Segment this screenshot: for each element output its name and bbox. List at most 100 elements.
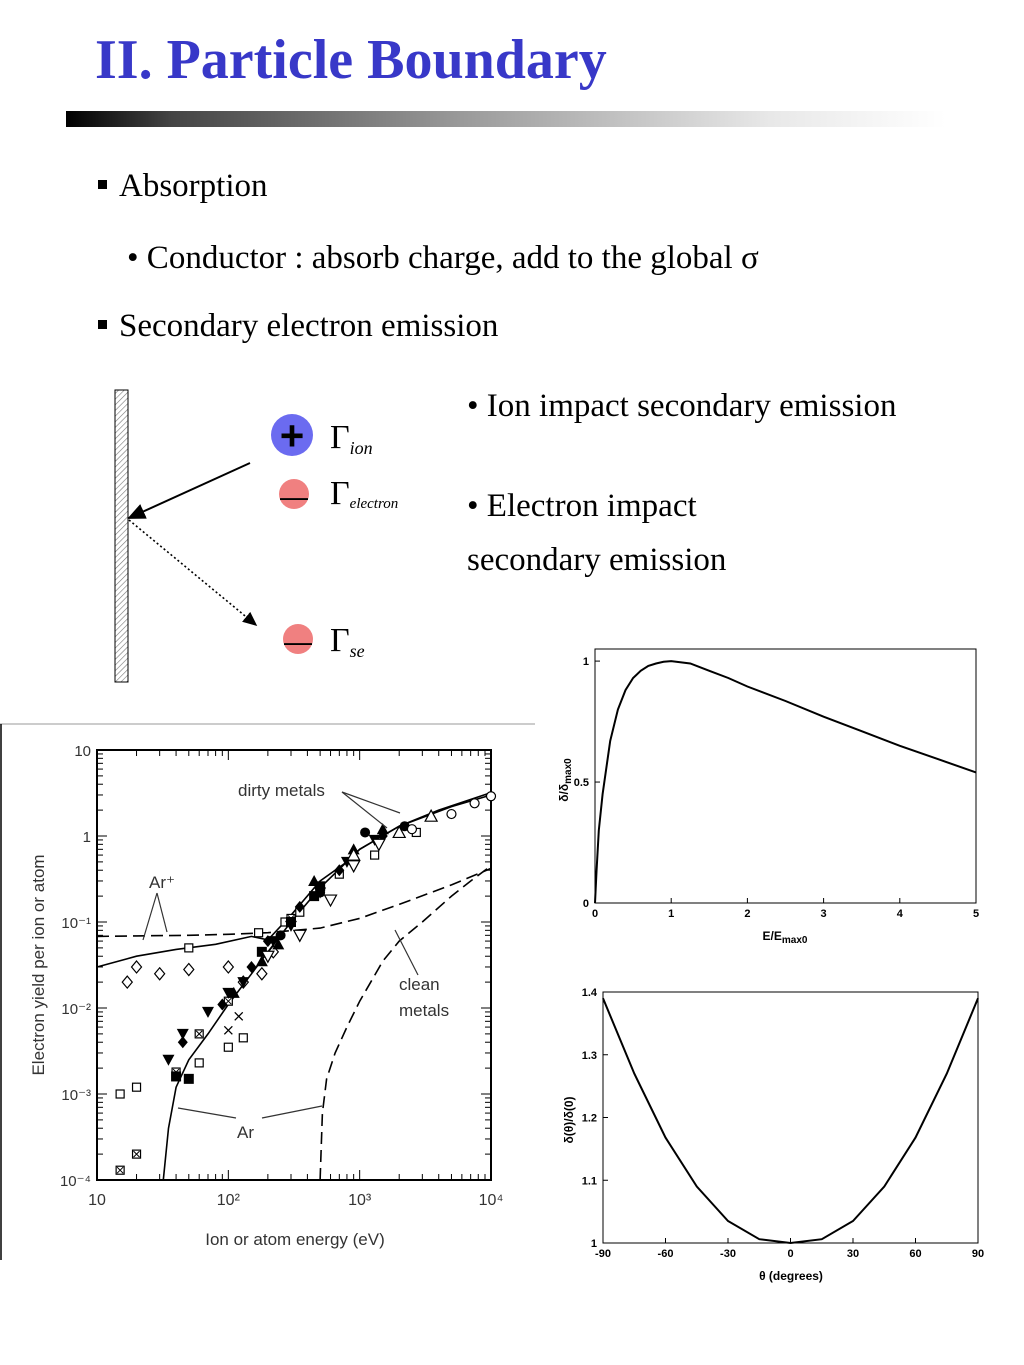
incident-arrow bbox=[127, 462, 251, 519]
data-point bbox=[256, 966, 268, 981]
data-point bbox=[275, 930, 286, 941]
y-tick-label: 10⁻² bbox=[61, 1001, 91, 1018]
emission-diagram: + — — Γion Γelectron Γse bbox=[114, 389, 398, 683]
y-tick-label: 1 bbox=[583, 656, 589, 668]
plot-frame bbox=[96, 749, 492, 1181]
y-tick-label: 1 bbox=[83, 829, 91, 846]
data-point bbox=[315, 887, 326, 898]
plot-frame bbox=[602, 991, 979, 1244]
data-point bbox=[194, 1058, 204, 1068]
data-point bbox=[223, 1042, 233, 1052]
bullet-absorption: Absorption bbox=[98, 168, 268, 205]
electron-impact-line2: secondary emission bbox=[467, 542, 727, 578]
x-tick-label: 10² bbox=[217, 1192, 241, 1209]
data-point bbox=[222, 960, 235, 974]
wall-boundary bbox=[114, 389, 129, 683]
x-tick-label: 10⁴ bbox=[479, 1192, 504, 1209]
data-point bbox=[115, 1089, 125, 1099]
data-point bbox=[406, 824, 418, 835]
data-point bbox=[260, 950, 275, 964]
x-tick-label: 4 bbox=[897, 908, 904, 920]
data-point bbox=[346, 847, 361, 861]
x-tick-label: 3 bbox=[821, 908, 827, 920]
x-tick-label: 30 bbox=[847, 1248, 859, 1260]
ion-impact-text: • Ion impact secondary emission bbox=[467, 388, 897, 424]
y-tick-label: 1.4 bbox=[582, 987, 598, 999]
x-tick-label: 10 bbox=[88, 1192, 106, 1209]
y-tick-label: 0.5 bbox=[574, 777, 589, 789]
x-tick-label: -30 bbox=[720, 1248, 736, 1260]
data-point bbox=[121, 975, 134, 990]
secondary-electron-icon bbox=[283, 624, 313, 654]
marker-cross bbox=[133, 1150, 140, 1158]
annotation-metals: metals bbox=[399, 1001, 449, 1020]
data-point bbox=[308, 874, 321, 886]
electron-particle-icon bbox=[279, 479, 309, 509]
data-point bbox=[485, 791, 497, 802]
annotation-arrows bbox=[142, 791, 419, 1119]
data-point bbox=[292, 929, 307, 943]
data-point bbox=[222, 987, 235, 999]
y-tick-label: 1.3 bbox=[582, 1050, 597, 1062]
y-axis-label: δ/δmax0 bbox=[557, 758, 574, 802]
data-point bbox=[115, 1165, 125, 1175]
emitted-arrow bbox=[128, 519, 258, 627]
data-point bbox=[346, 860, 361, 874]
sub-bullet-conductor: • Conductor : absorb charge, add to the … bbox=[127, 240, 759, 276]
x-tick-label: 0 bbox=[787, 1248, 793, 1260]
data-point bbox=[171, 1071, 182, 1082]
angular-figure: -90 -60 -30 0 30 60 90 1 1.1 1.2 1.3 1.4 θ (degrees… bbox=[562, 987, 984, 1283]
data-point bbox=[201, 1006, 214, 1018]
data-point bbox=[227, 986, 240, 998]
data-point bbox=[176, 1028, 189, 1040]
data-point bbox=[153, 966, 166, 981]
x-tick-label: -60 bbox=[658, 1248, 674, 1260]
data-point bbox=[183, 962, 195, 977]
y-tick-label: 10 bbox=[74, 743, 91, 760]
annotation-dirty-metals: dirty metals bbox=[238, 781, 325, 800]
plus-sign: + bbox=[280, 412, 305, 459]
y-tick-label: 10⁻³ bbox=[61, 1087, 91, 1104]
square-bullet-icon bbox=[98, 319, 107, 329]
data-point bbox=[371, 838, 386, 852]
data-point bbox=[376, 823, 389, 835]
dashed-curve bbox=[96, 867, 492, 938]
data-point bbox=[262, 935, 273, 948]
gamma-ion-label: Γion bbox=[330, 419, 373, 458]
electron-yield-figure: 10 10² 10³ 10⁴ 10⁻⁴ 10⁻³ 10⁻² 10⁻¹ 1 10 Ion or at… bbox=[0, 723, 535, 1260]
data-point bbox=[223, 1025, 233, 1035]
marker-cross bbox=[116, 1166, 124, 1174]
y-tick-label: 0 bbox=[583, 898, 589, 910]
data-point bbox=[309, 891, 320, 902]
yield-plot-area: 10 10² 10³ 10⁴ 10⁻⁴ 10⁻³ 10⁻² 10⁻¹ 1 10 bbox=[60, 743, 504, 1209]
data-point bbox=[370, 850, 380, 860]
series-line bbox=[602, 997, 979, 1245]
angle-plot-area: -90 -60 -30 0 30 60 90 1 1.1 1.2 1.3 1.4 bbox=[582, 987, 984, 1260]
data-point bbox=[253, 928, 264, 938]
data-point bbox=[315, 881, 326, 892]
ion-particle-icon bbox=[271, 414, 313, 456]
annotation-ar-plus: Ar⁺ bbox=[149, 873, 175, 892]
title-divider bbox=[66, 111, 946, 127]
data-point bbox=[446, 808, 457, 820]
data-point bbox=[162, 1054, 175, 1066]
x-tick-label: 1 bbox=[668, 908, 674, 920]
x-axis-label: E/Emax0 bbox=[763, 929, 808, 946]
data-point bbox=[246, 960, 257, 973]
data-point bbox=[131, 1149, 142, 1159]
minus-sign-se: — bbox=[284, 626, 312, 657]
electron-impact-line1: • Electron impact bbox=[467, 488, 697, 524]
data-point bbox=[424, 808, 439, 822]
x-tick-label: 0 bbox=[592, 908, 598, 920]
data-point bbox=[294, 900, 305, 913]
gamma-electron-label: Γelectron bbox=[330, 475, 398, 512]
y-axis-label: δ(θ)/δ(0) bbox=[562, 1096, 576, 1143]
y-axis-label: Electron yield per ion or atom bbox=[29, 854, 48, 1075]
bullet-secondary-emission-text: Secondary electron emission bbox=[119, 308, 499, 344]
bullet-absorption-text: Absorption bbox=[119, 168, 268, 204]
data-point bbox=[183, 1073, 194, 1084]
data-point bbox=[238, 1033, 248, 1043]
data-point bbox=[131, 1082, 142, 1092]
x-tick-label: 5 bbox=[973, 908, 979, 920]
x-tick-label: 10³ bbox=[348, 1192, 372, 1209]
